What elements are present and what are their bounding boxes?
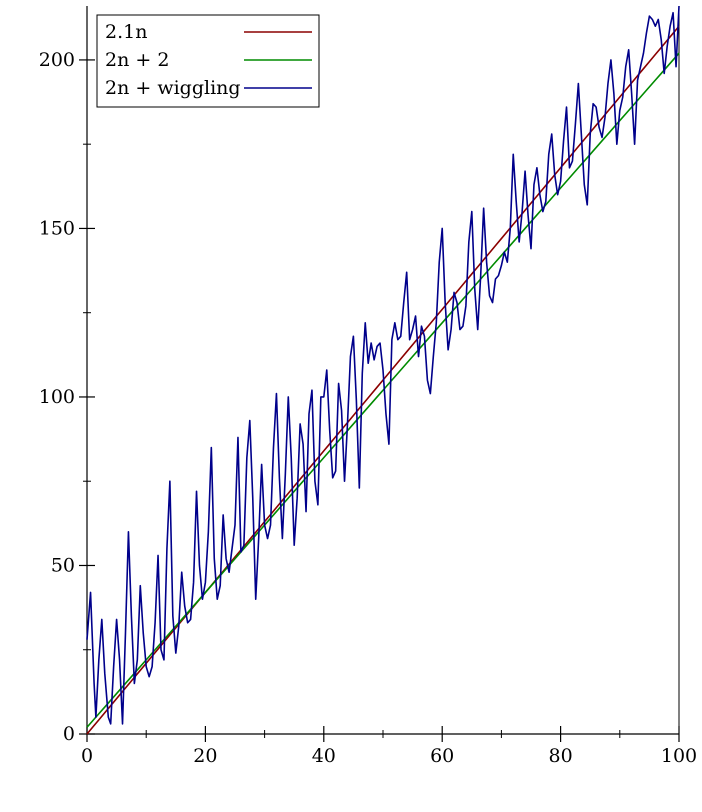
series-layer <box>86 5 680 735</box>
legend-box <box>96 14 320 108</box>
x-tick-label: 40 <box>312 745 336 767</box>
legend: 2.1n 2n + 2 2n + wiggling <box>96 14 320 108</box>
series-line-2 <box>86 52 680 728</box>
y-tick-label: 200 <box>39 49 75 71</box>
legend-label: 2n + wiggling <box>105 77 241 99</box>
x-tick-label: 100 <box>661 745 697 767</box>
y-tick-label: 150 <box>39 217 75 239</box>
x-tick-label: 60 <box>430 745 454 767</box>
legend-label: 2n + 2 <box>105 49 169 71</box>
y-tick-label: 100 <box>39 386 75 408</box>
x-tick-label: 0 <box>81 745 93 767</box>
series-line-3 <box>86 5 680 725</box>
y-tick-label: 0 <box>63 723 75 745</box>
legend-label: 2.1n <box>105 21 147 43</box>
x-tick-label: 80 <box>549 745 573 767</box>
y-tick-label: 50 <box>51 554 75 576</box>
x-tick-label: 20 <box>193 745 217 767</box>
axis-ticks: 0 20 40 60 80 100 0 50 100 150 200 <box>39 49 697 767</box>
